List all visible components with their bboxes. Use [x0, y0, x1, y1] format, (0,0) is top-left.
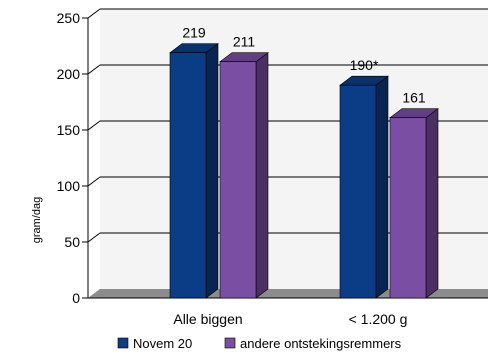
legend-label: andere ontstekingsremmers	[240, 336, 402, 351]
bar-layer	[169, 43, 439, 299]
y-tick-label: 0	[72, 290, 80, 306]
data-label: 211	[233, 34, 256, 50]
data-label: 219	[182, 25, 206, 41]
y-tick-label: 150	[57, 122, 81, 138]
gridline-depth	[87, 64, 101, 75]
axis-layer: 0 50 100 150 200 250	[57, 10, 488, 306]
y-tick-label: 250	[57, 10, 81, 26]
y-tick-label: 50	[64, 234, 80, 250]
label-layer: 219 211 Alle biggen 190* 161 < 1.200 g	[173, 25, 426, 327]
bar	[339, 84, 377, 299]
bar-side	[375, 75, 389, 299]
data-label: 190*	[350, 57, 379, 73]
y-tick-label: 200	[57, 66, 81, 82]
x-tick-label: Alle biggen	[173, 311, 242, 327]
y-tick-label: 100	[57, 178, 81, 194]
legend-swatch	[224, 337, 236, 349]
legend-swatch	[117, 337, 129, 349]
bar	[219, 61, 257, 299]
gridline-depth	[87, 120, 101, 131]
gridline-depth	[87, 232, 101, 243]
data-label: 161	[402, 90, 426, 106]
bar-side	[425, 108, 439, 299]
x-tick-label: < 1.200 g	[349, 311, 408, 327]
y-axis-label: gram/dag	[31, 197, 43, 243]
legend-label: Novem 20	[133, 336, 192, 351]
bar	[169, 52, 207, 299]
bar-side	[205, 43, 219, 299]
gridline-depth	[87, 176, 101, 187]
gridline-depth	[87, 8, 101, 19]
legend: Novem 20 andere ontstekingsremmers	[117, 336, 402, 351]
bar-side	[255, 52, 269, 299]
bar	[389, 117, 427, 299]
